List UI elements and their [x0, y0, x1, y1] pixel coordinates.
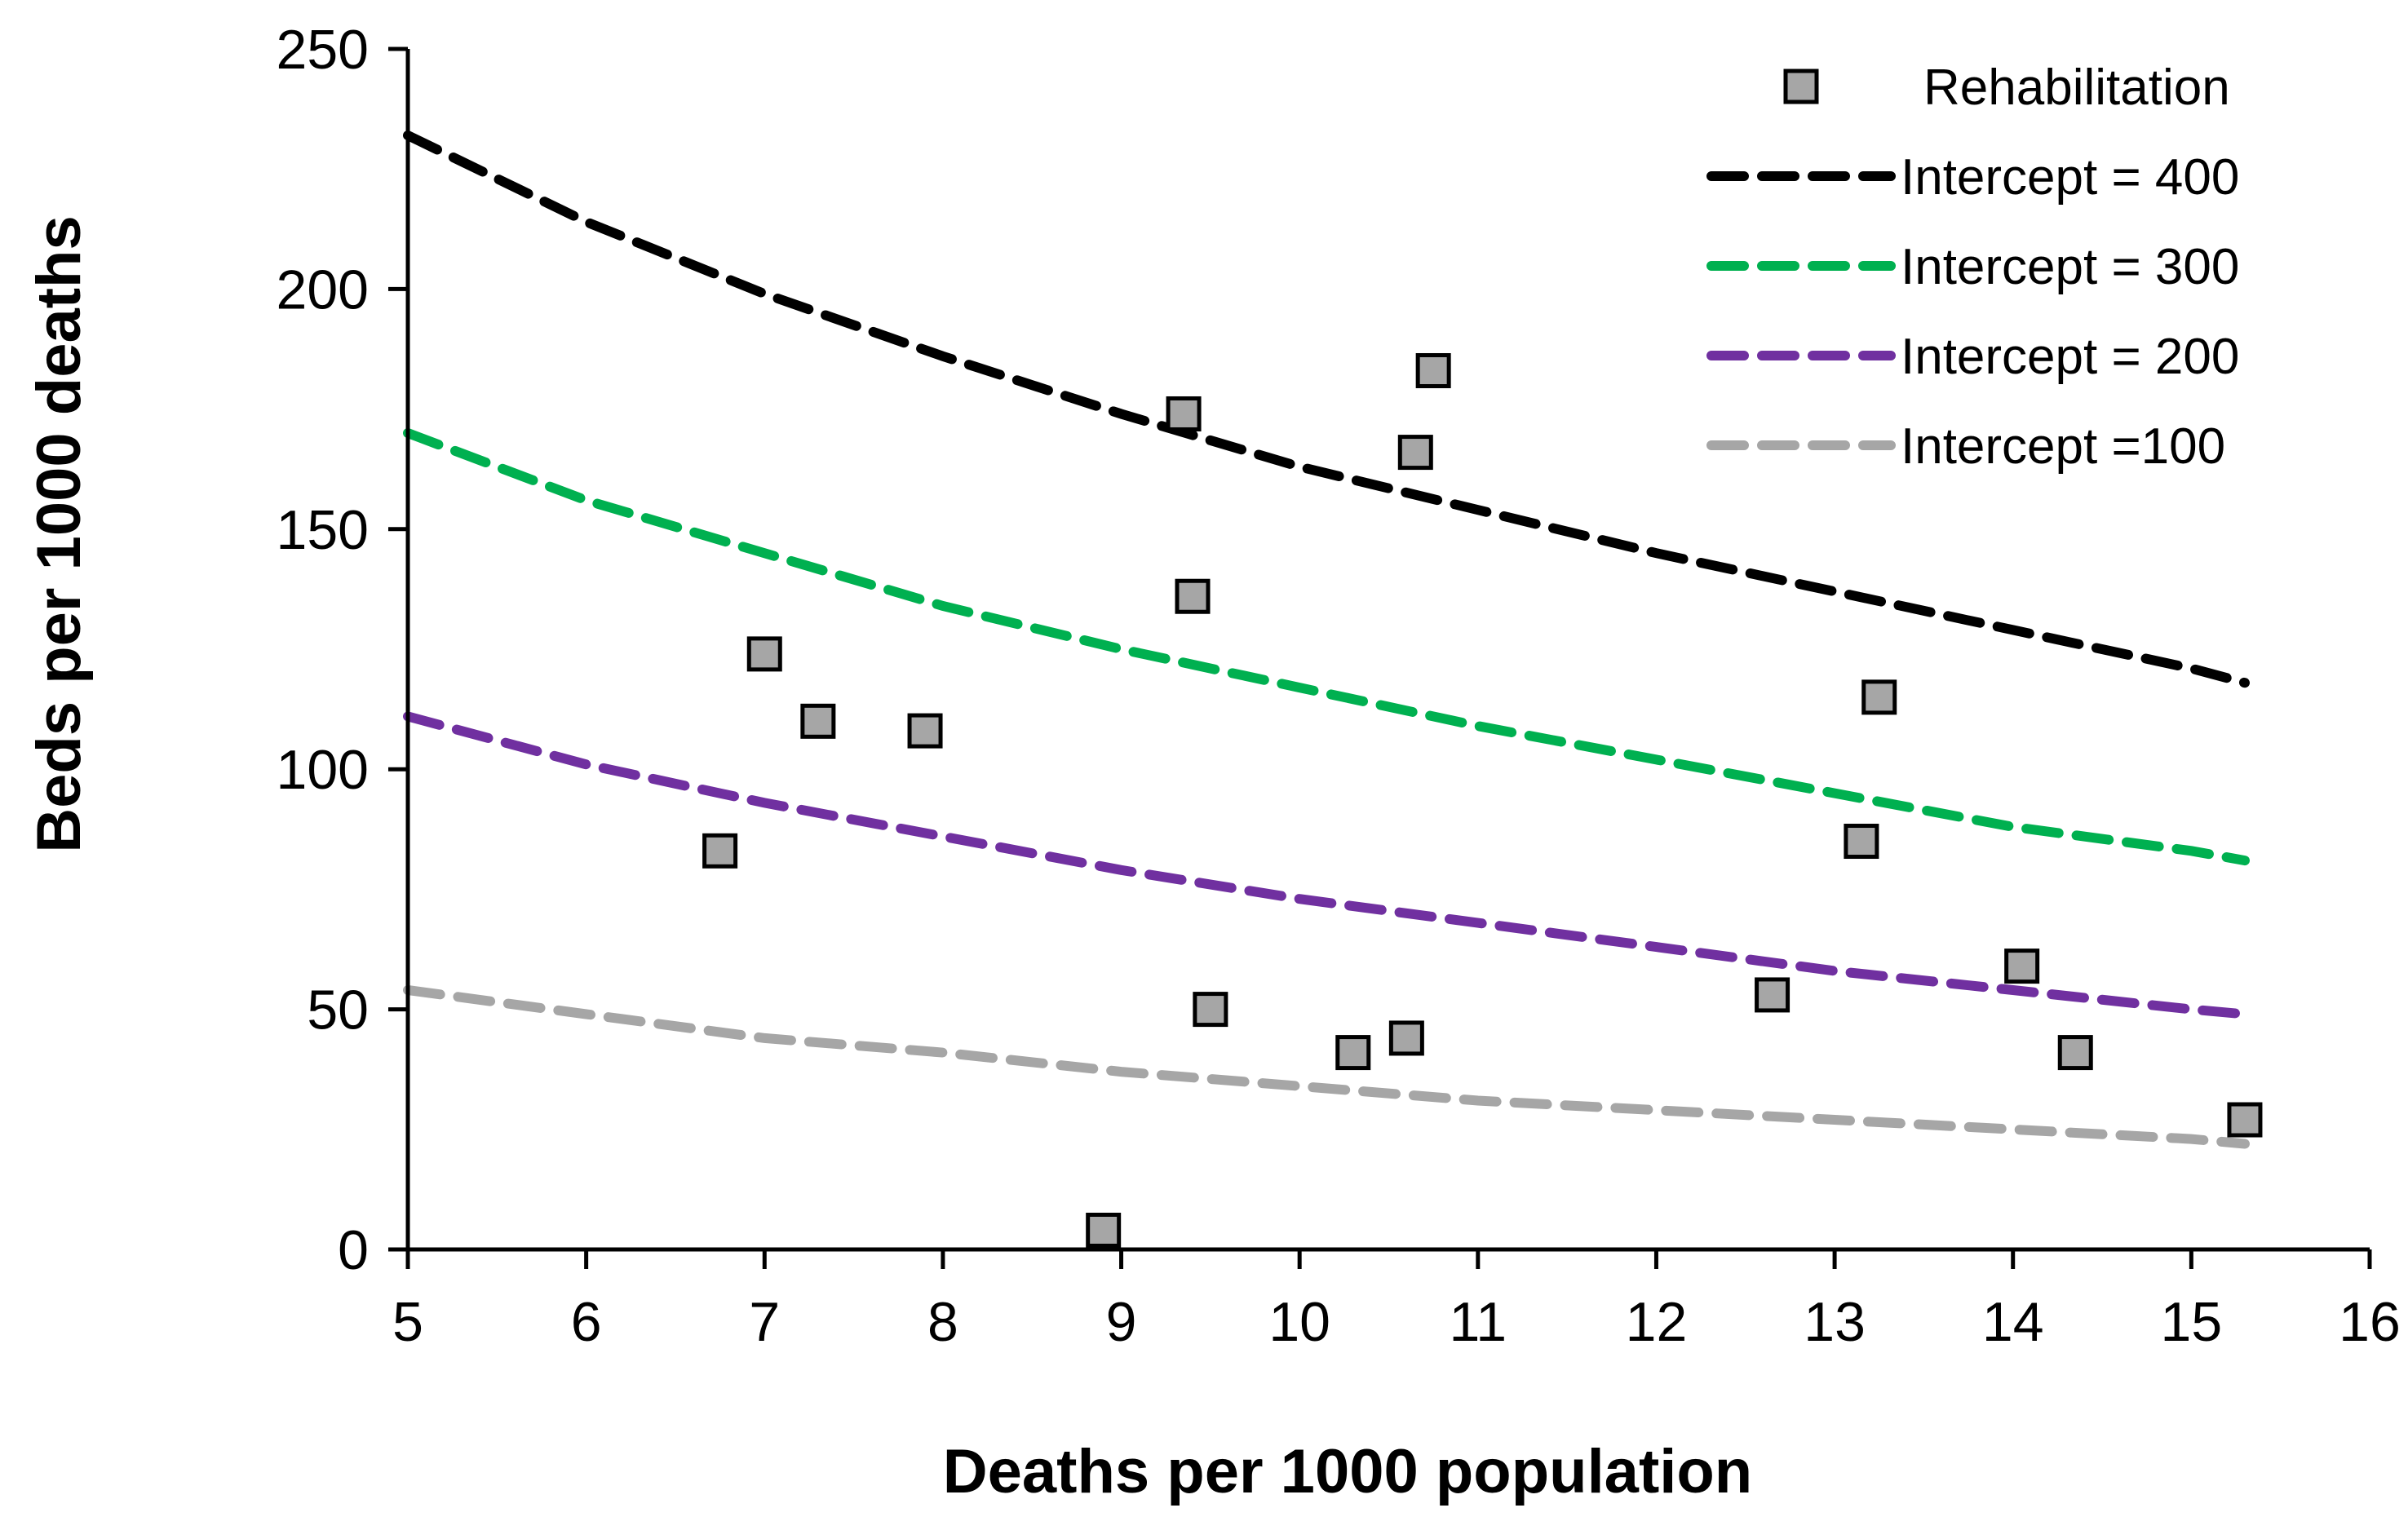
data-point — [705, 835, 736, 866]
y-tick-label: 150 — [277, 499, 369, 561]
data-point — [1088, 1214, 1119, 1245]
data-point — [749, 639, 780, 670]
legend-label: Rehabilitation — [1923, 60, 2230, 116]
y-axis-title: Beds per 1000 deaths — [24, 215, 94, 853]
x-tick-label: 9 — [1106, 1291, 1137, 1353]
x-tick-label: 16 — [2339, 1291, 2401, 1353]
x-tick-label: 7 — [749, 1291, 780, 1353]
data-point — [910, 715, 941, 746]
data-point — [1864, 682, 1895, 713]
legend-label: Intercept = 400 — [1901, 149, 2239, 206]
series-line-intercept-400 — [408, 135, 2245, 683]
x-tick-label: 12 — [1626, 1291, 1688, 1353]
x-tick-label: 13 — [1804, 1291, 1866, 1353]
data-point — [1400, 437, 1431, 468]
x-tick-label: 10 — [1268, 1291, 1330, 1353]
x-tick-label: 15 — [2161, 1291, 2223, 1353]
x-tick-label: 14 — [1982, 1291, 2044, 1353]
data-point — [1195, 994, 1226, 1025]
legend: Rehabilitation Intercept = 400 Intercept =… — [1711, 60, 2239, 475]
data-point — [2007, 951, 2038, 982]
tick-labels: 5 6 7 8 9 10 11 12 13 14 15 16 0 50 100 150 200 250 — [277, 19, 2401, 1353]
data-point — [2060, 1037, 2091, 1068]
series-line-intercept-300 — [408, 433, 2245, 860]
legend-label: Intercept = 300 — [1901, 239, 2239, 295]
x-tick-label: 8 — [927, 1291, 958, 1353]
data-point — [1846, 826, 1877, 857]
data-point — [2229, 1104, 2260, 1135]
legend-label: Intercept =100 — [1901, 418, 2225, 475]
x-axis-title: Deaths per 1000 population — [943, 1437, 1752, 1506]
chart-container: 5 6 7 8 9 10 11 12 13 14 15 16 0 50 100 150 200 250 Rehab… — [0, 0, 2408, 1526]
data-point — [1338, 1037, 1369, 1068]
data-point — [1391, 1023, 1422, 1054]
x-tick-label: 6 — [571, 1291, 602, 1353]
y-tick-label: 50 — [307, 979, 369, 1041]
data-point — [1418, 355, 1449, 386]
y-tick-label: 100 — [277, 739, 369, 801]
y-tick-label: 250 — [277, 19, 369, 81]
legend-marker — [1786, 71, 1817, 102]
y-tick-label: 0 — [338, 1219, 369, 1281]
x-tick-label: 5 — [392, 1291, 423, 1353]
scatter-chart: 5 6 7 8 9 10 11 12 13 14 15 16 0 50 100 150 200 250 Rehab… — [0, 0, 2408, 1526]
y-tick-label: 200 — [277, 259, 369, 321]
x-tick-label: 11 — [1450, 1291, 1507, 1353]
axes-layer — [388, 49, 2370, 1269]
series-line-intercept-200 — [408, 716, 2245, 1014]
data-point — [803, 705, 834, 736]
series-line-intercept-100 — [408, 990, 2245, 1144]
data-point — [1168, 398, 1199, 429]
data-point — [1177, 581, 1208, 612]
data-point — [1757, 979, 1788, 1010]
series-layer — [408, 135, 2260, 1245]
legend-label: Intercept = 200 — [1901, 329, 2239, 385]
